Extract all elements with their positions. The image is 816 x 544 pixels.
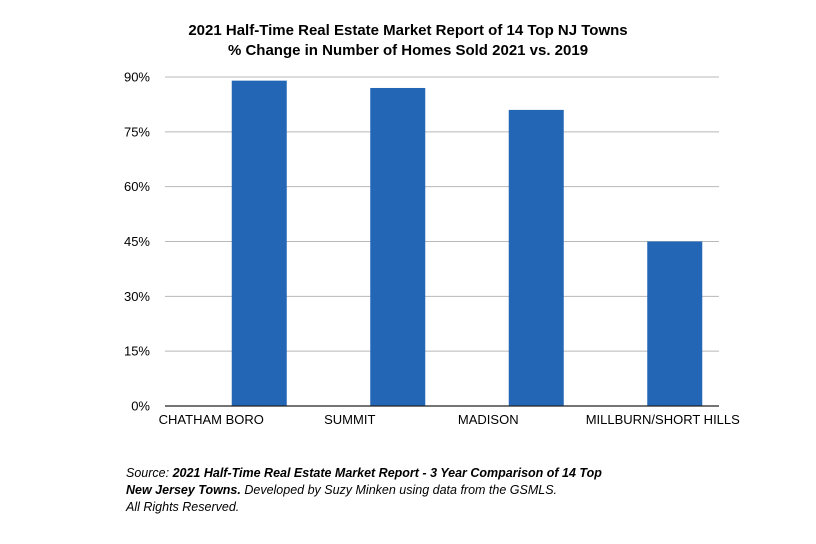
y-tick-label-0: 0% [131,399,150,414]
bar-chatham-boro [231,80,287,407]
y-tick-label-30: 30% [124,289,150,304]
source-rights: All Rights Reserved. [126,500,240,514]
y-tick-label-60: 60% [124,179,150,194]
x-tick-label-millburn-short-hills: MILLBURN/SHORT HILLS [586,412,740,427]
y-tick-label-15: 15% [124,344,150,359]
y-tick-label-90: 90% [124,70,150,85]
source-credit: Developed by Suzy Minken using data from… [240,483,558,497]
bar-madison [508,109,564,407]
source-note: Source: 2021 Half-Time Real Estate Marke… [126,465,766,516]
x-tick-label-summit: SUMMIT [324,412,375,427]
labels: 0% 15% 30% 45% 60% 75% 90% CHATHAM BORO SUMMIT MA… [124,70,740,428]
bar-millburn-short-hills [647,241,703,406]
source-report-title-line2: New Jersey Towns. [126,483,241,497]
y-tick-label-45: 45% [124,234,150,249]
bar-summit [370,87,426,406]
x-tick-label-madison: MADISON [458,412,519,427]
chart-title-line2: % Change in Number of Homes Sold 2021 vs… [227,42,589,59]
y-tick-label-75: 75% [124,124,150,139]
chart-title-line1: 2021 Half-Time Real Estate Market Report… [188,22,628,39]
source-report-title-line1: 2021 Half-Time Real Estate Market Report… [172,466,602,480]
bars [231,80,703,407]
x-tick-label-chatham-boro: CHATHAM BORO [159,412,264,427]
source-prefix: Source: [126,466,173,480]
